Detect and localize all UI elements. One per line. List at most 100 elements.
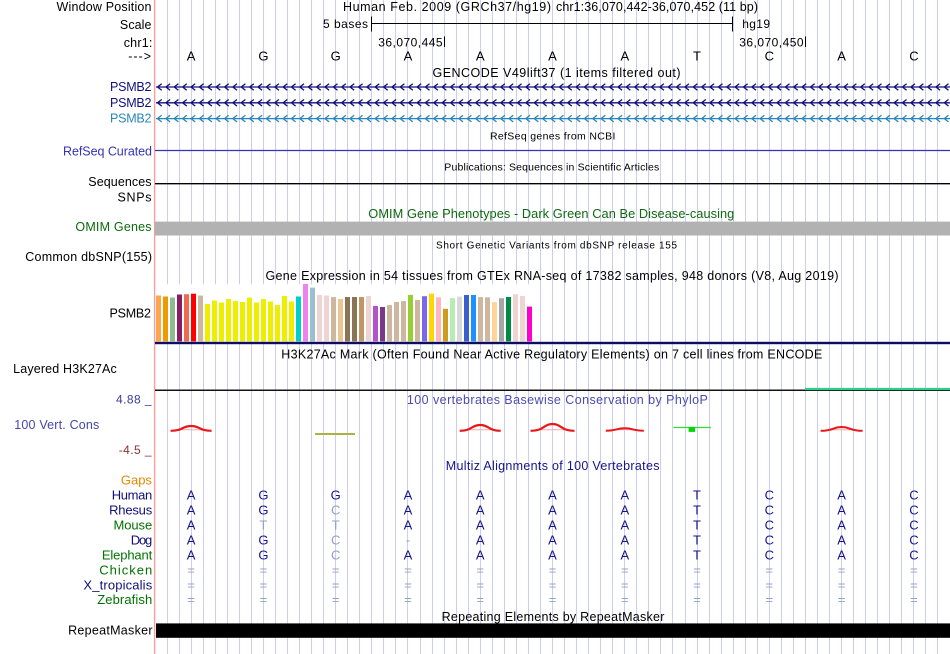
svg-text:A: A [476,518,485,533]
svg-text:=: = [693,577,701,592]
svg-text:A: A [837,547,846,562]
svg-text:-4.5 _: -4.5 _ [119,443,152,457]
svg-text:Short Genetic Variants from db: Short Genetic Variants from dbSNP releas… [436,241,677,252]
svg-text:=: = [693,592,701,607]
svg-text:A: A [620,49,629,64]
svg-text:A: A [404,518,413,533]
svg-text:A: A [837,503,846,518]
svg-text:A: A [620,488,629,503]
svg-text:A: A [620,503,629,518]
svg-text:C: C [909,49,918,64]
svg-text:=: = [332,592,340,607]
svg-text:Chicken: Chicken [99,562,152,577]
svg-text:C: C [331,532,340,547]
svg-text:T: T [693,49,701,64]
svg-text:A: A [620,518,629,533]
svg-text:G: G [331,49,341,64]
svg-text:4.88 _: 4.88 _ [116,393,152,407]
svg-text:A: A [404,547,413,562]
svg-text:Layered H3K27Ac: Layered H3K27Ac [13,362,117,376]
svg-text:=: = [260,577,268,592]
svg-text:=: = [476,592,484,607]
svg-text:PSMB2: PSMB2 [110,96,152,110]
svg-text:5 bases: 5 bases [323,17,368,31]
svg-text:C: C [765,518,774,533]
svg-text:=: = [476,562,484,577]
svg-text:=: = [693,562,701,577]
svg-text:T: T [693,488,701,503]
svg-text:G: G [258,488,268,503]
svg-text:=: = [766,592,774,607]
svg-text:A: A [476,488,485,503]
svg-text:A: A [837,49,846,64]
svg-text:C: C [909,532,918,547]
svg-text:C: C [909,547,918,562]
svg-text:Rhesus: Rhesus [109,503,153,518]
svg-text:G: G [331,488,341,503]
svg-text:C: C [765,547,774,562]
svg-text:A: A [620,532,629,547]
svg-text:T: T [693,532,701,547]
svg-text:A: A [187,532,196,547]
svg-text:RefSeq Curated: RefSeq Curated [63,145,152,159]
svg-text:=: = [549,577,557,592]
svg-text:C: C [765,49,774,64]
svg-text:Gaps: Gaps [121,473,153,488]
svg-text:=: = [621,577,629,592]
svg-text:T: T [693,518,701,533]
svg-text:=: = [260,562,268,577]
svg-text:Publications: Sequences in Sci: Publications: Sequences in Scientific Ar… [444,161,659,173]
svg-text:=: = [549,562,557,577]
svg-text:chr1:36,070,442-36,070,452 (11: chr1:36,070,442-36,070,452 (11 bp) [556,0,758,14]
svg-text:Sequences: Sequences [88,175,151,189]
svg-text:--->: ---> [128,50,151,64]
svg-text:A: A [548,488,557,503]
svg-text:PSMB2: PSMB2 [110,80,152,94]
svg-text:A: A [548,49,557,64]
svg-text:100 Vert. Cons: 100 Vert. Cons [14,418,99,432]
svg-text:OMIM Genes: OMIM Genes [75,220,151,234]
svg-text:Multiz Alignments of 100 Verte: Multiz Alignments of 100 Vertebrates [446,459,660,473]
svg-text:=: = [910,592,918,607]
svg-text:Human: Human [112,488,153,503]
svg-text:A: A [837,532,846,547]
svg-text:Zebrafish: Zebrafish [97,592,152,607]
svg-text:Repeating Elements by RepeatMa: Repeating Elements by RepeatMasker [442,610,665,624]
svg-text:=: = [621,562,629,577]
svg-text:Gene Expression in 54 tissues: Gene Expression in 54 tissues from GTEx … [266,269,839,283]
svg-text:Scale: Scale [120,18,152,32]
svg-text:C: C [331,547,340,562]
svg-text:=: = [766,562,774,577]
svg-text:RefSeq genes from NCBI: RefSeq genes from NCBI [490,131,616,143]
svg-text:chr1:: chr1: [124,36,153,50]
svg-text:A: A [476,503,485,518]
svg-text:Common dbSNP(155): Common dbSNP(155) [25,250,152,264]
svg-text:X_tropicalis: X_tropicalis [83,577,152,592]
svg-text:A: A [837,488,846,503]
svg-text:Human Feb. 2009 (GRCh37/hg19): Human Feb. 2009 (GRCh37/hg19) [343,0,551,14]
svg-text:=: = [549,592,557,607]
svg-text:G: G [258,49,268,64]
svg-text:=: = [187,577,195,592]
svg-text:=: = [404,562,412,577]
svg-text:OMIM Gene Phenotypes - Dark Gr: OMIM Gene Phenotypes - Dark Green Can Be… [368,206,734,221]
svg-text:=: = [838,562,846,577]
svg-text:C: C [331,503,340,518]
svg-text:A: A [404,49,413,64]
svg-text:T: T [259,518,267,533]
svg-text:A: A [620,547,629,562]
svg-text:C: C [909,503,918,518]
svg-text:PSMB2: PSMB2 [110,307,152,321]
svg-text:=: = [838,577,846,592]
svg-text:=: = [332,562,340,577]
svg-text:Dog: Dog [131,532,152,547]
svg-text:=: = [910,562,918,577]
svg-text:=: = [910,577,918,592]
svg-text:Window Position: Window Position [57,0,152,14]
svg-text:A: A [548,503,557,518]
svg-text:A: A [837,518,846,533]
svg-text:36,070,450: 36,070,450 [739,36,804,50]
svg-text:C: C [765,532,774,547]
svg-text:T: T [332,518,340,533]
svg-text:A: A [404,488,413,503]
